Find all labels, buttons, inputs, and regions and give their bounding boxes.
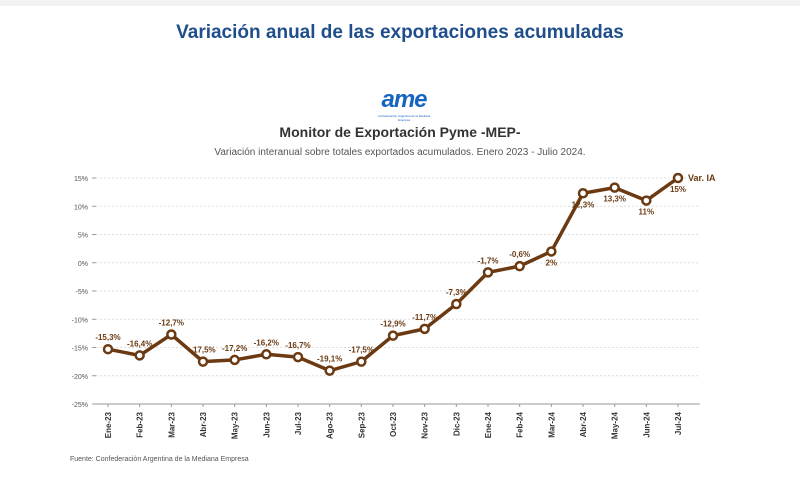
y-tick-label: 15% — [74, 176, 88, 183]
data-label: -17,5% — [190, 346, 215, 355]
data-label: -0,6% — [509, 250, 530, 259]
x-tick-label: Feb-23 — [136, 411, 145, 437]
data-label: 2% — [546, 258, 558, 267]
data-label: -16,7% — [285, 341, 310, 350]
data-point — [672, 172, 684, 184]
x-tick-label: Ene-23 — [104, 411, 113, 438]
data-point — [134, 350, 145, 361]
data-label: -12,7% — [159, 319, 184, 328]
data-point — [261, 349, 272, 360]
x-tick-label: Oct-23 — [389, 411, 398, 436]
data-point — [514, 260, 525, 272]
x-tick-label: Jun-24 — [642, 411, 651, 437]
data-point — [324, 365, 335, 376]
x-tick-label: Jul-23 — [294, 411, 303, 435]
y-tick-label: 5% — [78, 233, 88, 240]
y-tick-label: -15% — [72, 346, 88, 353]
x-tick-label: Jul-24 — [674, 411, 683, 435]
data-label: 13,3% — [603, 195, 626, 204]
x-tick-label: Mar-23 — [167, 411, 176, 437]
series-name-label: Var. IA — [688, 173, 716, 183]
data-point — [451, 298, 462, 310]
data-label: 11% — [639, 208, 655, 217]
data-label: -16,2% — [254, 338, 279, 347]
x-tick-label: Dic-23 — [452, 411, 461, 436]
data-label: -17,2% — [222, 344, 247, 353]
data-label: -12,9% — [380, 320, 405, 329]
x-tick-label: Nov-23 — [421, 411, 430, 438]
x-tick-label: Ene-24 — [484, 411, 493, 438]
y-tick-label: -25% — [72, 402, 88, 409]
data-point — [292, 351, 304, 363]
data-label: -19,1% — [317, 355, 342, 364]
data-point — [609, 182, 620, 193]
x-tick-label: Jun-23 — [262, 411, 271, 437]
came-logo: ame Confederación Argentina de la Median… — [372, 86, 436, 122]
data-point — [641, 195, 652, 206]
chart-title: Monitor de Exportación Pyme -MEP- — [279, 124, 521, 140]
top-strip — [0, 0, 800, 6]
data-point — [577, 188, 589, 199]
y-tick-label: 0% — [78, 261, 88, 268]
data-label: -17,5% — [349, 346, 374, 355]
data-label: -1,7% — [478, 256, 499, 265]
data-label: -7,3% — [446, 288, 467, 297]
page-title: Variación anual de las exportaciones acu… — [176, 22, 624, 43]
data-label: 12,3% — [572, 200, 595, 209]
data-point — [356, 356, 367, 367]
x-tick-label: May-24 — [611, 411, 620, 439]
y-tick-label: 10% — [74, 204, 88, 211]
data-point — [419, 323, 430, 335]
data-point — [197, 356, 209, 367]
x-tick-label: Sep-23 — [357, 411, 366, 438]
x-tick-label: Abr-24 — [579, 411, 588, 437]
data-point — [546, 246, 557, 257]
data-label: -15,3% — [95, 333, 120, 342]
logo-subtext: Confederación Argentina de la Mediana Em… — [377, 114, 431, 122]
x-tick-label: Feb-24 — [516, 411, 525, 437]
data-point — [387, 330, 399, 341]
y-tick-label: -10% — [72, 317, 88, 324]
logo-text: ame — [381, 86, 427, 113]
x-tick-label: Ago-23 — [326, 411, 335, 439]
chart-subtitle: Variación interanual sobre totales expor… — [214, 147, 586, 158]
x-tick-label: May-23 — [231, 411, 240, 439]
y-tick-label: -5% — [76, 289, 88, 296]
source-note: Fuente: Confederación Argentina de la Me… — [70, 456, 249, 463]
data-label: 15% — [670, 185, 686, 194]
x-tick-label: Abr-23 — [199, 411, 208, 437]
data-point — [482, 267, 494, 278]
x-tick-label: Mar-24 — [547, 411, 556, 437]
data-label: -11,7% — [412, 313, 437, 322]
data-label: -16,4% — [127, 339, 152, 348]
data-point — [102, 343, 114, 355]
y-tick-label: -20% — [72, 374, 88, 381]
data-point — [166, 329, 177, 340]
data-point — [229, 354, 240, 366]
